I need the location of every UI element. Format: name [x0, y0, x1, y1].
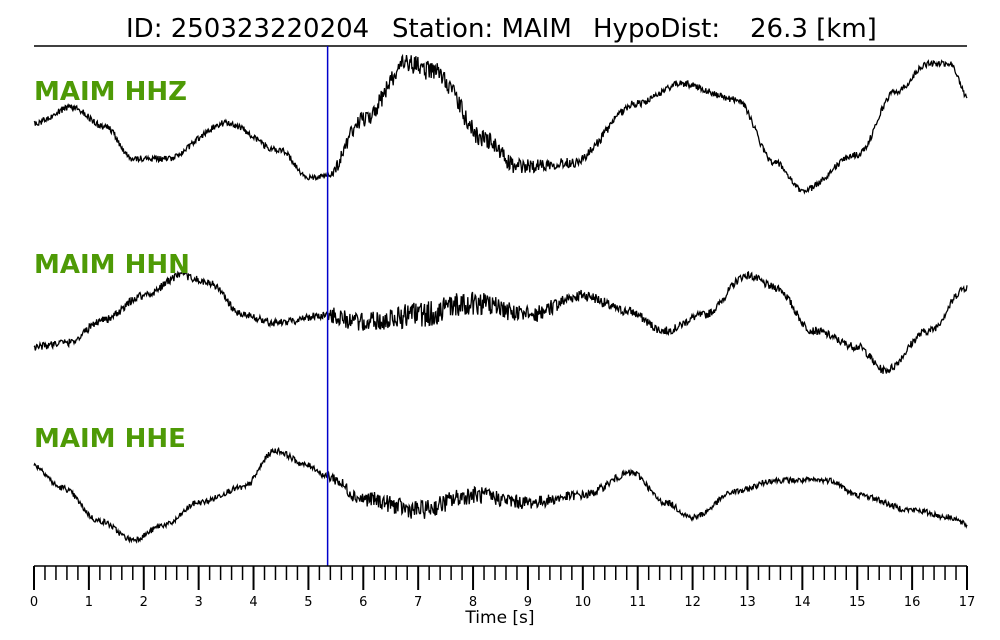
trace-panel-hhn: MAIM HHN	[33, 250, 968, 374]
trace-hhe	[33, 446, 968, 544]
x-tick-label: 9	[524, 595, 532, 610]
figure-title-dist-value: 26.3 [km]	[750, 14, 877, 44]
x-tick-label: 1	[85, 595, 93, 610]
x-tick-label: 4	[249, 595, 257, 610]
channel-label-hhe: MAIM HHE	[34, 424, 186, 454]
figure-title-station: Station: MAIM	[392, 14, 572, 44]
x-tick-label: 0	[30, 595, 38, 610]
channel-label-hhz: MAIM HHZ	[34, 77, 187, 107]
x-tick-label: 7	[414, 595, 422, 610]
trace-hhz	[33, 53, 968, 195]
x-axis-label: Time [s]	[464, 608, 534, 628]
x-tick-label: 3	[195, 595, 203, 610]
x-tick-label: 12	[684, 595, 701, 610]
trace-panel-hhz: MAIM HHZ	[33, 53, 968, 195]
x-tick-label: 6	[359, 595, 367, 610]
figure-title-dist-label: HypoDist:	[593, 14, 720, 44]
trace-panel-hhe: MAIM HHE	[33, 424, 968, 544]
time-axis: 0 1 2 3 4 5 6 7 8 9 10 11 12 13 14 15 16 17	[30, 565, 976, 610]
figure-title-id: ID: 250323220204	[126, 14, 369, 44]
x-tick-label: 8	[469, 595, 477, 610]
trace-hhn	[33, 270, 968, 374]
x-tick-label: 2	[140, 595, 148, 610]
x-tick-label: 13	[739, 595, 756, 610]
x-tick-label: 14	[794, 595, 811, 610]
x-tick-label: 16	[904, 595, 921, 610]
x-tick-label: 17	[959, 595, 976, 610]
channel-label-hhn: MAIM HHN	[34, 250, 190, 280]
x-tick-label: 11	[629, 595, 646, 610]
x-tick-label: 10	[575, 595, 592, 610]
x-tick-label: 5	[304, 595, 312, 610]
x-tick-label: 15	[849, 595, 866, 610]
